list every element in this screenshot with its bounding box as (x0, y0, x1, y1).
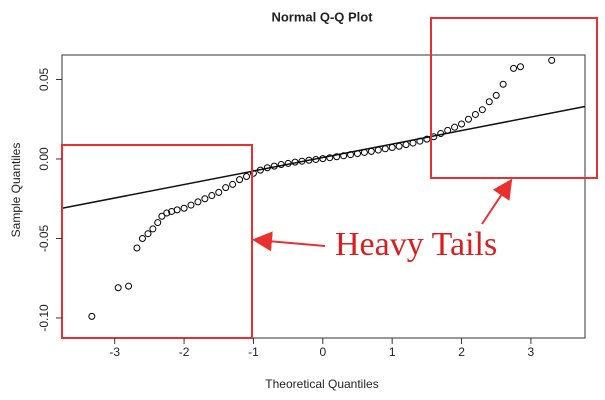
x-tick-label: -2 (179, 345, 190, 359)
point (367, 147, 375, 155)
point (154, 219, 162, 227)
point (256, 166, 264, 174)
arrow (481, 178, 513, 225)
point (451, 123, 459, 131)
point (173, 206, 181, 214)
y-tick-label: -0.10 (37, 304, 51, 332)
y-tick-label: 0.00 (37, 147, 51, 171)
point (458, 120, 466, 128)
point (353, 150, 361, 158)
point (409, 139, 417, 147)
point (138, 234, 146, 242)
point (437, 130, 445, 138)
highlight-box (61, 144, 253, 339)
point (516, 63, 524, 71)
y-tick-label: 0.05 (37, 67, 51, 91)
point (163, 209, 171, 217)
point (464, 115, 472, 123)
point (374, 146, 382, 154)
highlight-box (430, 17, 598, 179)
point (125, 282, 133, 290)
x-tick-label: 3 (528, 345, 535, 359)
arrow (252, 231, 326, 252)
point (298, 157, 306, 165)
x-tick-label: 1 (389, 345, 396, 359)
point (499, 80, 507, 88)
plot-frame (61, 54, 586, 339)
point (284, 159, 292, 167)
point (333, 153, 341, 161)
x-tick-label: -1 (248, 345, 259, 359)
point (149, 225, 157, 233)
point (263, 164, 271, 172)
point (222, 184, 230, 192)
point (291, 158, 299, 166)
point (510, 64, 518, 72)
point (229, 180, 237, 188)
marks (61, 56, 586, 320)
point (388, 144, 396, 152)
point (360, 148, 368, 156)
point (249, 169, 257, 177)
point (416, 137, 424, 145)
x-tick-label: -3 (109, 345, 120, 359)
point (236, 176, 244, 184)
point (277, 161, 285, 169)
point (402, 141, 410, 149)
point (381, 145, 389, 153)
x-tick-label: 0 (319, 345, 326, 359)
point (471, 110, 479, 118)
point (201, 195, 209, 203)
point (347, 151, 355, 159)
point (305, 156, 313, 164)
point (215, 188, 223, 196)
point (326, 154, 334, 162)
point (423, 135, 431, 143)
point (208, 192, 216, 200)
y-axis-label: Sample Quantiles (9, 143, 23, 238)
point (485, 98, 493, 106)
point (312, 155, 320, 163)
point (444, 126, 452, 134)
point (340, 152, 348, 160)
point (88, 312, 96, 320)
reference-line (61, 105, 586, 210)
point (395, 142, 403, 150)
point (144, 230, 152, 238)
y-tick-label: -0.05 (37, 224, 51, 252)
point (270, 162, 278, 170)
point (319, 155, 327, 163)
point (180, 204, 188, 212)
point (492, 91, 500, 99)
point (548, 56, 556, 64)
annotation: Heavy Tails (335, 226, 497, 263)
x-tick-label: 2 (458, 345, 465, 359)
point (243, 172, 251, 180)
chart-title: Normal Q-Q Plot (271, 9, 373, 24)
point (478, 106, 486, 114)
point (133, 244, 141, 252)
point (194, 198, 202, 206)
point (114, 284, 122, 292)
point (187, 201, 195, 209)
point (158, 212, 166, 220)
x-axis-label: Theoretical Quantiles (265, 377, 378, 391)
